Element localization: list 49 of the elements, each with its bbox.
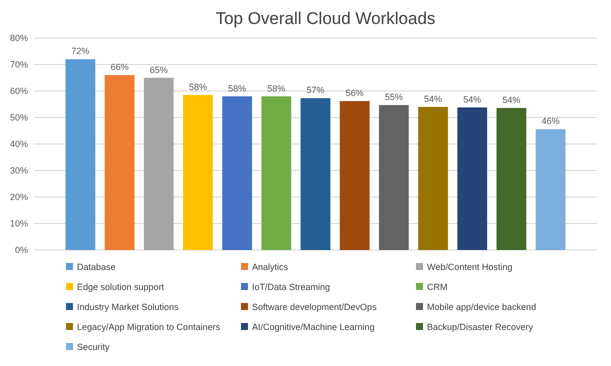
legend-label: Web/Content Hosting [427,262,512,272]
data-label: 55% [384,92,403,102]
data-label: 72% [71,46,90,56]
bar [144,78,174,250]
data-label: 58% [188,82,207,92]
y-tick-label: 70% [10,60,28,70]
y-tick-label: 20% [10,192,28,202]
y-tick-label: 40% [10,139,28,149]
y-tick-label: 0% [14,245,28,255]
y-tick-label: 80% [10,33,28,43]
data-label: 58% [228,83,246,94]
data-label: 58% [267,83,286,94]
bar [418,106,448,250]
data-label: 46% [542,116,560,126]
legend-label: Analytics [252,262,289,272]
data-label: 66% [110,62,129,72]
y-tick-label: 60% [10,86,28,96]
legend-label: Industry Market Solutions [77,302,180,312]
bar [104,75,134,250]
bar [300,98,330,250]
bar [183,94,213,250]
bar [261,96,292,250]
legend-label: CRM [427,282,448,292]
chart-title: Top Overall Cloud Workloads [216,9,436,28]
data-label: 54% [424,94,442,104]
data-label: 65% [150,64,168,75]
legend-label: Edge solution support [77,282,165,292]
legend-label: AI/Cognitive/Machine Learning [252,322,375,332]
data-label: 54% [502,94,520,105]
data-label: 54% [463,94,482,104]
legend-label: IoT/Data Streaming [252,282,330,292]
y-tick-label: 10% [10,218,28,228]
bar [496,108,526,250]
data-label: 56% [346,88,364,98]
legend-label: Software development/DevOps [252,302,378,312]
legend-label: Database [77,262,116,272]
y-tick-label: 50% [10,112,28,122]
bar [340,101,370,250]
y-tick-label: 30% [10,166,28,176]
legend-label: Mobile app/device backend [427,302,536,312]
data-label: 57% [306,85,325,96]
legend-label: Backup/Disaster Recovery [427,322,534,332]
bar [536,129,566,250]
bar [66,59,96,250]
bar [378,105,409,250]
bar [457,107,488,250]
legend-label: Security [77,342,110,352]
bar [222,96,252,250]
legend-label: Legacy/App Migration to Containers [77,322,221,332]
